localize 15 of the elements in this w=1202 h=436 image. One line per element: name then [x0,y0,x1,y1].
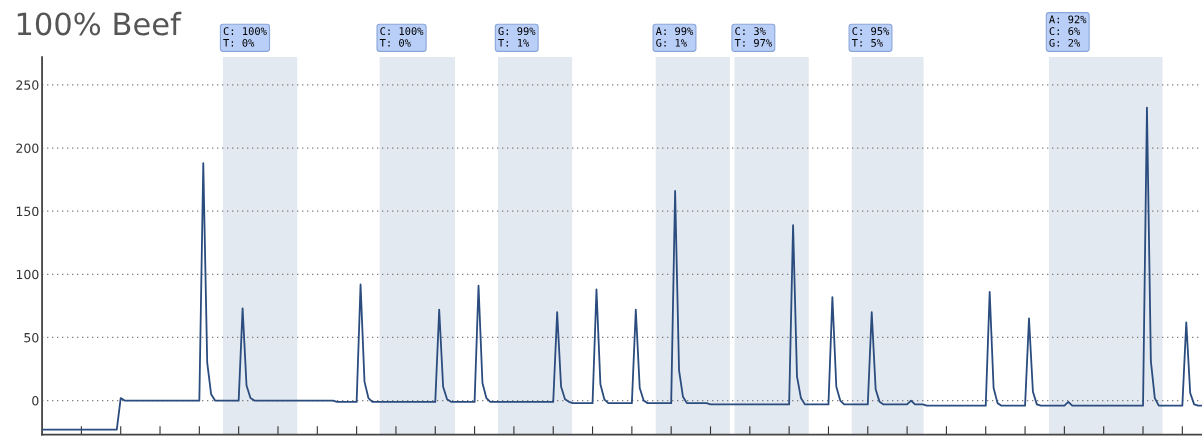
text: C: 95% T: 5% [851,27,890,47]
y-tick-label: 250 [16,80,39,90]
text: A: 99% G: 1% [655,27,694,47]
text: G: 99% T: 1% [498,27,536,47]
text: C: 100% T: 0% [379,27,424,47]
text: A: 92% C: 6% G: 2% [1049,15,1087,47]
line-series [42,106,1202,431]
y-tick-label: 150 [16,206,39,217]
text: C: 3% T: 97% [734,27,773,47]
text: C: 100% T: 0% [223,27,267,47]
chart-title: 100% Beef [17,11,182,36]
y-tick-label: 0 [32,396,39,406]
y-tick-label: 200 [16,143,39,153]
y-tick-label: 100 [16,269,39,280]
y-tick-label: 50 [24,332,39,343]
